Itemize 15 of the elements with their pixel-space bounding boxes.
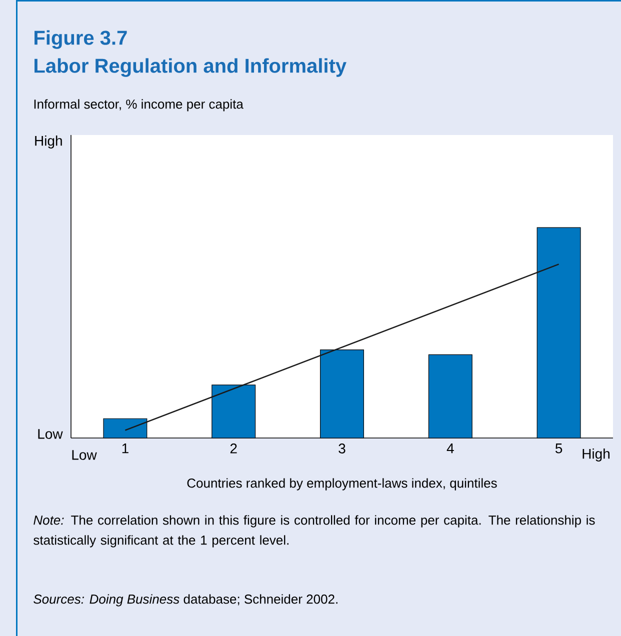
x-tick-label: 5 — [555, 444, 562, 454]
x-tick-label: 4 — [446, 444, 454, 454]
chart-subtitle: Labor Regulation and Informality — [34, 58, 346, 77]
text: Informal sector, % income per capita — [34, 99, 244, 112]
text: Sources: Doing Business database; Schneider 2002. — [34, 594, 338, 606]
text: High — [582, 448, 610, 462]
x-tick-label: 2 — [230, 444, 237, 454]
x-tick-label: 1 — [122, 444, 128, 454]
x-tick-label: 3 — [338, 444, 346, 454]
text: High — [35, 135, 62, 149]
x-axis-title: Countries ranked by employment-laws index, quintiles — [187, 478, 497, 490]
chart-title: Figure 3.7 — [34, 30, 127, 49]
text: Note: The correlation shown in this figure is controlled for income per capita. The relationship is statistically significant at the 1 percent level. — [34, 515, 595, 548]
text: Low — [72, 450, 97, 460]
text: Low — [38, 429, 63, 439]
